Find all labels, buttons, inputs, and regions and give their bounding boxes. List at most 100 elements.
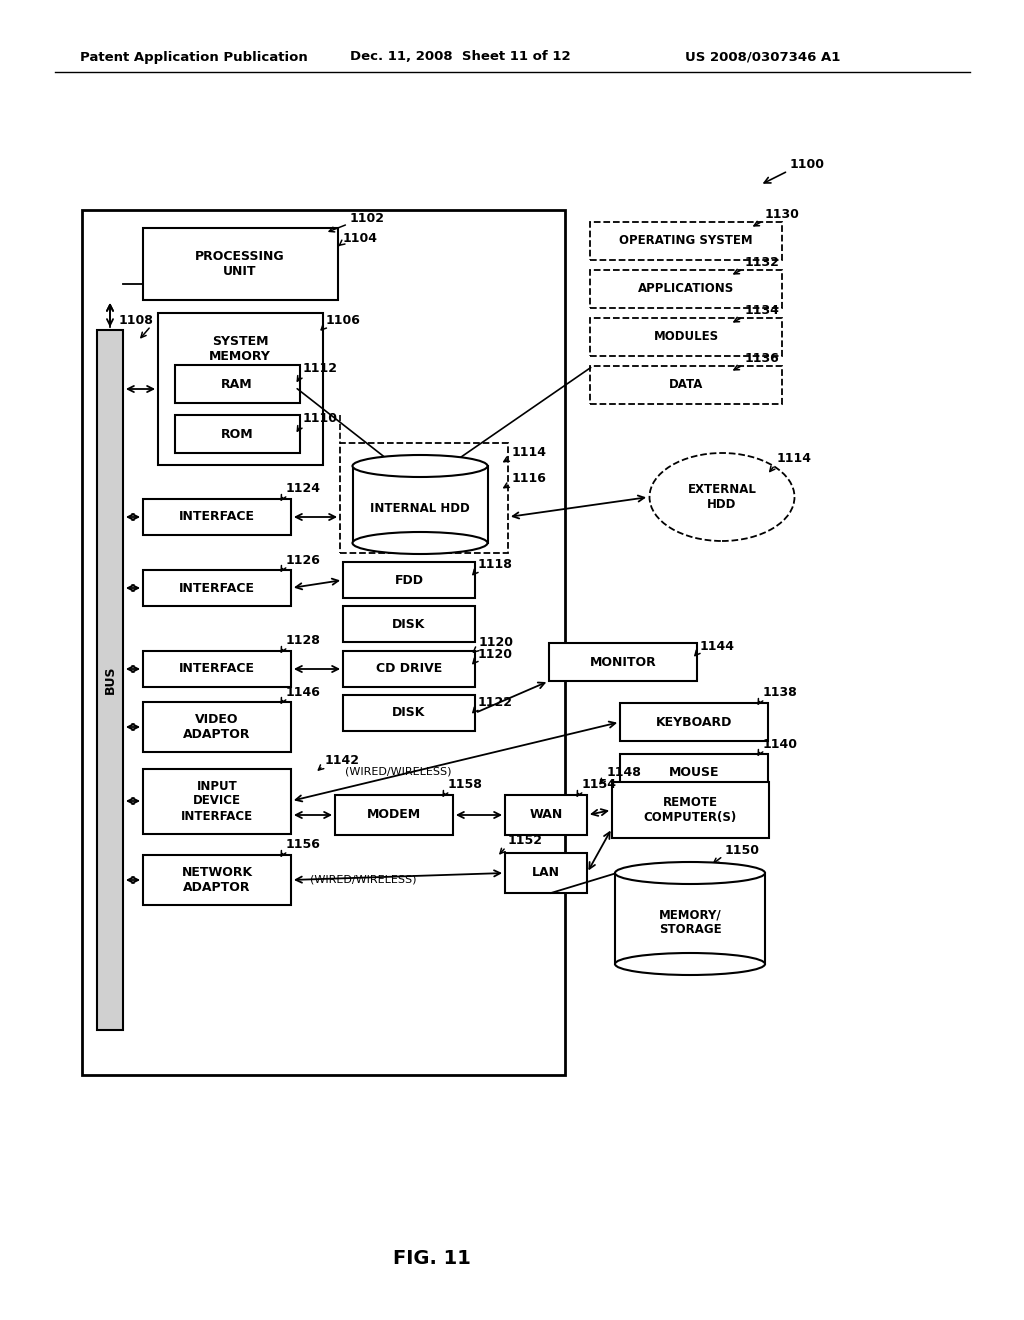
Text: SYSTEM
MEMORY: SYSTEM MEMORY (209, 335, 271, 363)
Bar (590, 318, 782, 356)
Bar (343, 606, 475, 642)
Text: ROM: ROM (221, 428, 253, 441)
Text: 1130: 1130 (765, 209, 800, 222)
Bar (343, 651, 475, 686)
Text: 1108: 1108 (118, 314, 153, 327)
Text: 1146: 1146 (286, 685, 321, 698)
Text: FIG. 11: FIG. 11 (393, 1249, 471, 1267)
Bar (143, 651, 291, 686)
Bar (343, 562, 475, 598)
Bar (175, 366, 300, 403)
Ellipse shape (615, 862, 765, 884)
Text: 1114: 1114 (512, 446, 547, 458)
Bar (158, 313, 323, 465)
Text: 1122: 1122 (478, 697, 513, 710)
Text: 1156: 1156 (286, 838, 321, 851)
Bar (175, 414, 300, 453)
Text: EXTERNAL
HDD: EXTERNAL HDD (687, 483, 757, 511)
Text: INTERNAL HDD: INTERNAL HDD (370, 502, 470, 515)
Text: FDD: FDD (394, 573, 424, 586)
Bar (612, 781, 769, 838)
Text: MODEM: MODEM (367, 808, 421, 821)
Text: VIDEO
ADAPTOR: VIDEO ADAPTOR (183, 713, 251, 741)
Text: 1124: 1124 (286, 483, 321, 495)
Text: 1116: 1116 (512, 471, 547, 484)
Text: 1150: 1150 (725, 843, 760, 857)
Text: 1144: 1144 (700, 639, 735, 652)
Text: PROCESSING
UNIT: PROCESSING UNIT (196, 249, 285, 279)
Text: MONITOR: MONITOR (590, 656, 656, 668)
Text: MOUSE: MOUSE (669, 767, 719, 780)
Text: 1158: 1158 (449, 779, 483, 792)
Text: (WIRED/WIRELESS): (WIRED/WIRELESS) (310, 875, 417, 884)
Bar (343, 696, 475, 731)
Text: Patent Application Publication: Patent Application Publication (80, 50, 308, 63)
Text: US 2008/0307346 A1: US 2008/0307346 A1 (685, 50, 841, 63)
Text: INPUT
DEVICE
INTERFACE: INPUT DEVICE INTERFACE (181, 780, 253, 822)
Text: 1120: 1120 (479, 636, 514, 649)
Bar (590, 366, 782, 404)
Text: 1114: 1114 (777, 453, 812, 466)
Text: MEMORY/
STORAGE: MEMORY/ STORAGE (658, 908, 721, 936)
Bar (143, 499, 291, 535)
Text: OPERATING SYSTEM: OPERATING SYSTEM (620, 235, 753, 248)
Text: NETWORK
ADAPTOR: NETWORK ADAPTOR (181, 866, 253, 894)
Text: 1102: 1102 (350, 211, 385, 224)
Text: 1118: 1118 (478, 558, 513, 572)
Bar (615, 873, 765, 964)
Text: 1110: 1110 (303, 412, 338, 425)
Text: 1100: 1100 (790, 158, 825, 172)
Text: 1136: 1136 (745, 352, 779, 366)
Text: 1132: 1132 (745, 256, 780, 269)
Text: 1128: 1128 (286, 635, 321, 648)
Text: WAN: WAN (529, 808, 562, 821)
Bar (143, 570, 291, 606)
Text: 1148: 1148 (607, 766, 642, 779)
Text: 1134: 1134 (745, 305, 780, 318)
Text: CD DRIVE: CD DRIVE (376, 663, 442, 676)
Text: REMOTE
COMPUTER(S): REMOTE COMPUTER(S) (643, 796, 736, 824)
Bar (505, 853, 587, 894)
Text: 1142: 1142 (325, 754, 360, 767)
Text: INTERFACE: INTERFACE (179, 663, 255, 676)
Text: 1106: 1106 (326, 314, 360, 327)
Text: LAN: LAN (532, 866, 560, 879)
Ellipse shape (649, 453, 795, 541)
Text: DISK: DISK (392, 618, 426, 631)
Bar (505, 795, 587, 836)
Bar (335, 795, 453, 836)
Bar (97, 330, 123, 1030)
Bar (549, 643, 697, 681)
Text: KEYBOARD: KEYBOARD (655, 715, 732, 729)
Bar (340, 444, 508, 553)
Text: DISK: DISK (392, 706, 426, 719)
Text: RAM: RAM (221, 378, 253, 391)
Text: 1152: 1152 (508, 834, 543, 847)
Bar (620, 704, 768, 741)
Bar (143, 770, 291, 834)
Text: BUS: BUS (103, 665, 117, 694)
Bar (82, 210, 565, 1074)
Bar (143, 855, 291, 906)
Text: 1112: 1112 (303, 363, 338, 375)
Text: 1138: 1138 (763, 686, 798, 700)
Text: MODULES: MODULES (653, 330, 719, 343)
Text: 1126: 1126 (286, 553, 321, 566)
Bar (590, 222, 782, 260)
Text: APPLICATIONS: APPLICATIONS (638, 282, 734, 296)
Text: 1104: 1104 (343, 231, 378, 244)
Text: DATA: DATA (669, 379, 703, 392)
Bar (620, 754, 768, 792)
Text: INTERFACE: INTERFACE (179, 511, 255, 524)
Bar (143, 702, 291, 752)
Bar (353, 466, 488, 543)
Text: INTERFACE: INTERFACE (179, 582, 255, 594)
Text: 1154: 1154 (582, 779, 617, 792)
Text: Dec. 11, 2008  Sheet 11 of 12: Dec. 11, 2008 Sheet 11 of 12 (350, 50, 570, 63)
Text: (WIRED/WIRELESS): (WIRED/WIRELESS) (345, 767, 452, 777)
Bar (143, 228, 338, 300)
Ellipse shape (352, 455, 487, 477)
Ellipse shape (352, 532, 487, 554)
Text: 1120: 1120 (478, 648, 513, 660)
Ellipse shape (615, 953, 765, 975)
